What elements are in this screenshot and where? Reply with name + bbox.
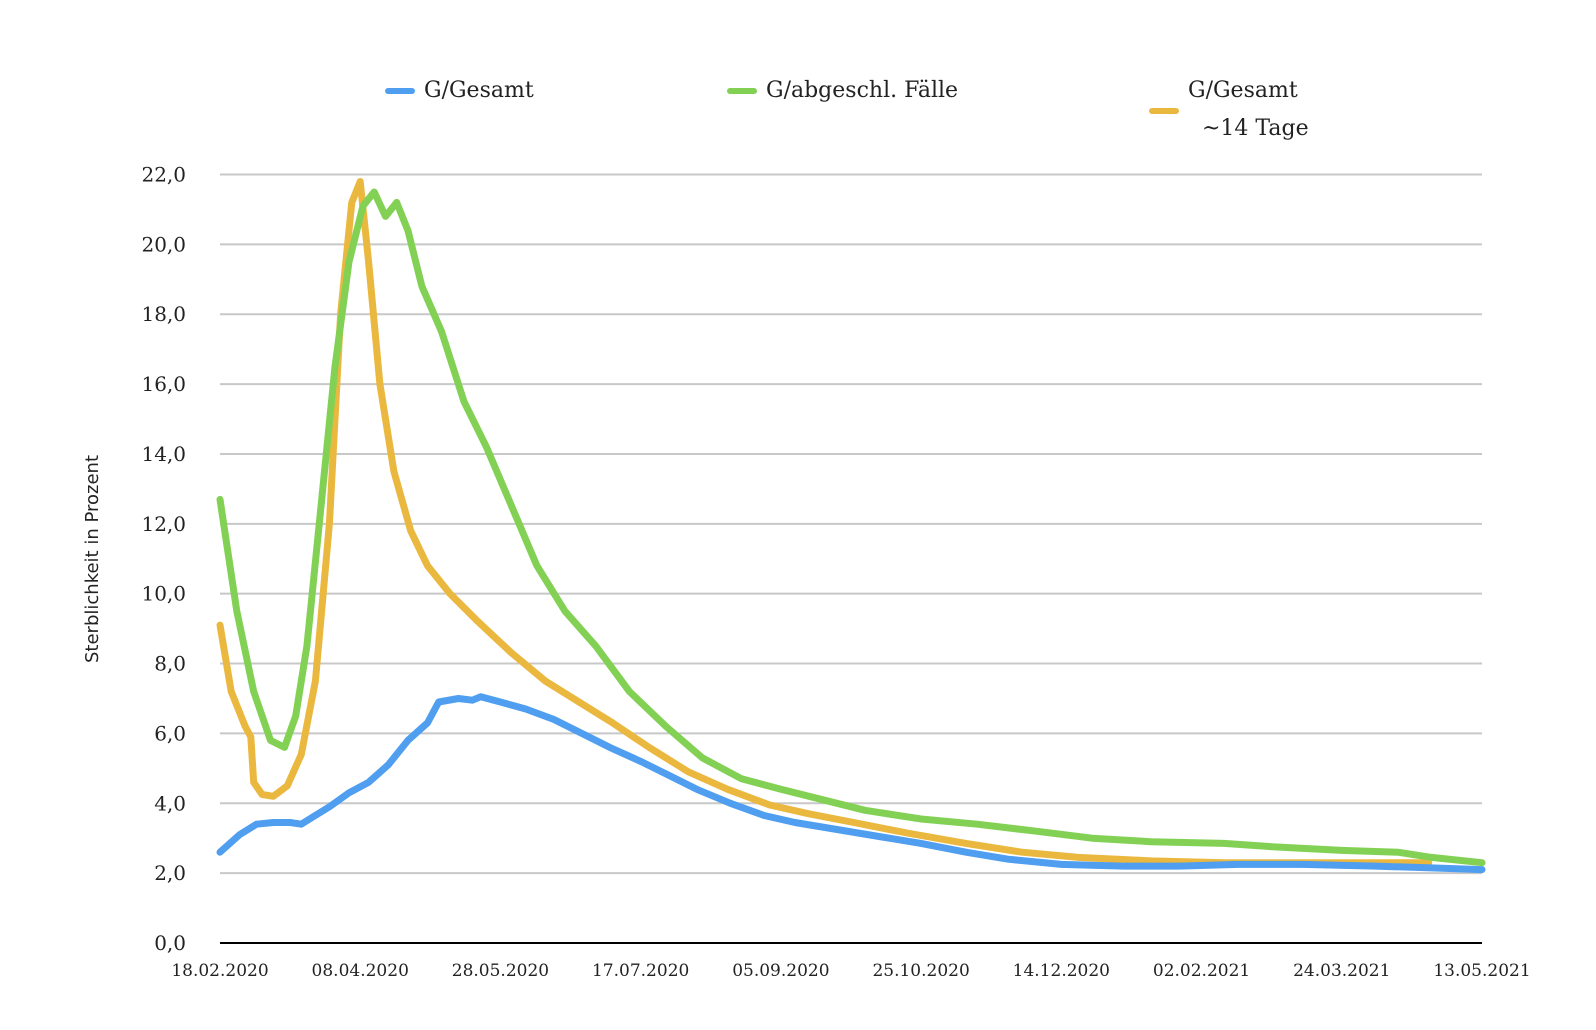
y-tick-label: 16,0 xyxy=(141,372,186,396)
x-tick-label: 13.05.2021 xyxy=(1433,961,1530,981)
x-tick-label: 18.02.2020 xyxy=(171,961,268,981)
y-tick-label: 0,0 xyxy=(154,931,186,955)
x-tick-label: 08.04.2020 xyxy=(312,961,409,981)
y-tick-label: 14,0 xyxy=(141,442,186,466)
series-line xyxy=(216,188,1486,867)
y-tick-label: 4,0 xyxy=(154,791,186,815)
y-tick-label: 2,0 xyxy=(154,861,186,885)
legend-label: G/Gesamt xyxy=(424,78,534,103)
x-tick-label: 02.02.2021 xyxy=(1153,961,1250,981)
y-tick-label: 8,0 xyxy=(154,652,186,676)
legend: G/Gesamt G/abgeschl. Fälle G/Gesamt ~14 Tag… xyxy=(385,78,1309,141)
x-tick-label: 17.07.2020 xyxy=(592,961,689,981)
legend-label: ~14 Tage xyxy=(1202,116,1309,141)
grid-lines xyxy=(220,173,1482,875)
x-tick-label: 25.10.2020 xyxy=(872,961,969,981)
y-tick-label: 20,0 xyxy=(141,232,186,256)
y-tick-label: 6,0 xyxy=(154,721,186,745)
x-tick-label: 28.05.2020 xyxy=(452,961,549,981)
series-line xyxy=(216,178,1433,867)
x-tick-label: 24.03.2021 xyxy=(1293,961,1390,981)
x-tick-label: 14.12.2020 xyxy=(1013,961,1110,981)
legend-label: G/abgeschl. Fälle xyxy=(766,78,958,103)
y-tick-label: 12,0 xyxy=(141,512,186,536)
x-axis-ticks: 18.02.2020 08.04.2020 28.05.2020 17.07.2020… xyxy=(171,961,1530,981)
series-line xyxy=(216,693,1486,874)
y-axis-label: Sterblichkeit in Prozent xyxy=(82,455,103,663)
legend-label: G/Gesamt xyxy=(1188,78,1298,103)
y-tick-label: 18,0 xyxy=(141,302,186,326)
y-tick-label: 10,0 xyxy=(141,582,186,606)
x-tick-label: 05.09.2020 xyxy=(732,961,829,981)
y-tick-label: 22,0 xyxy=(141,163,186,187)
y-axis-ticks: 0,0 2,0 4,0 6,0 8,0 10,0 12,0 14,0 16,0 18,0 20,0 2… xyxy=(141,163,186,956)
series-lines xyxy=(216,178,1486,874)
